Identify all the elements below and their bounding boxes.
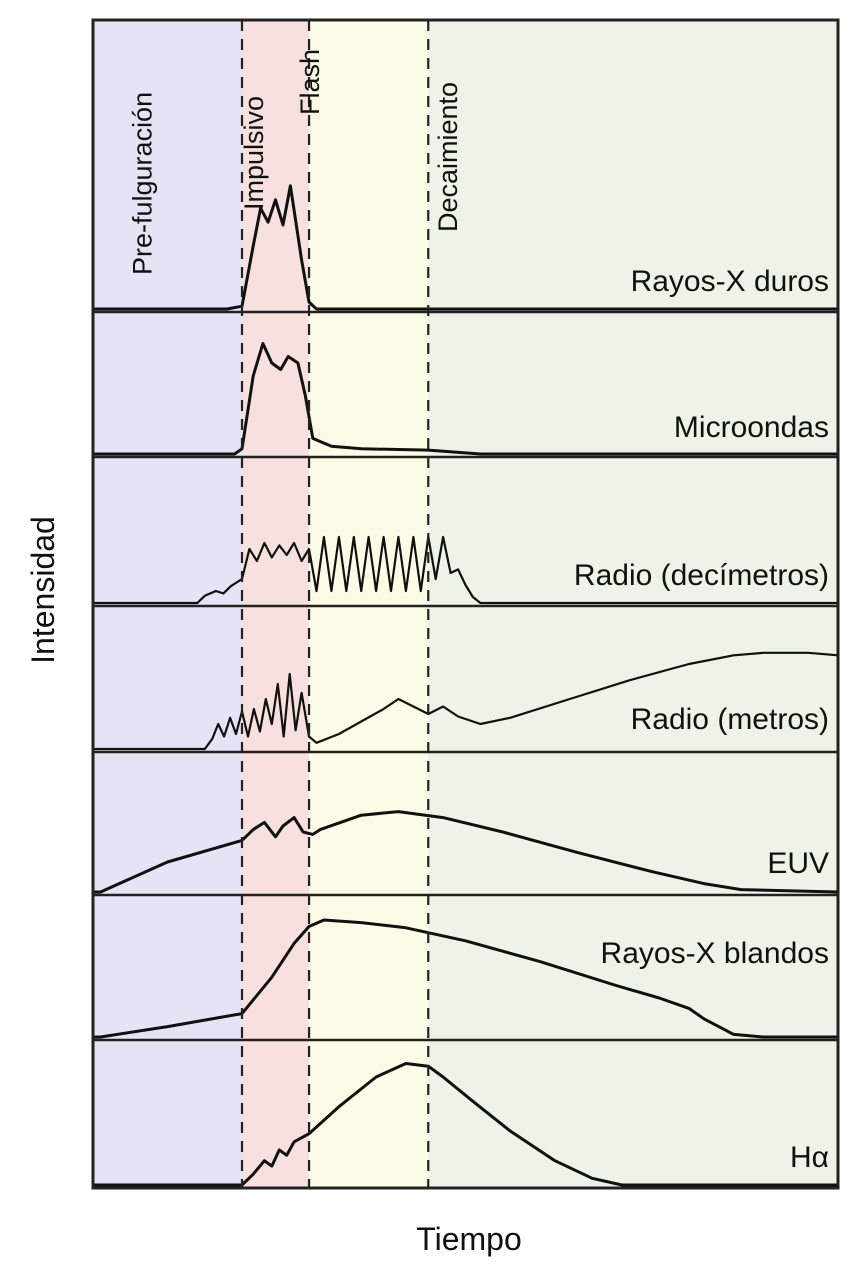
band-label-1: Rayos-X duros bbox=[631, 265, 829, 298]
band-label-6: Rayos-X blandos bbox=[601, 937, 829, 970]
series-line-5 bbox=[91, 810, 840, 894]
phase-label-2: Impulsivo bbox=[239, 96, 269, 210]
band-label-5: EUV bbox=[767, 847, 829, 880]
series-line-2 bbox=[91, 342, 840, 456]
band-label-4: Radio (metros) bbox=[631, 703, 829, 736]
series-line-7 bbox=[91, 1062, 840, 1187]
phase-region-2 bbox=[242, 20, 310, 1188]
plot-frame bbox=[91, 18, 840, 1190]
y-axis-label: Intensidad bbox=[25, 516, 61, 664]
band-separators bbox=[93, 310, 838, 1042]
series-line-4 bbox=[93, 651, 839, 751]
band-label-7: Hα bbox=[790, 1141, 829, 1174]
band-label-2: Microondas bbox=[674, 411, 829, 444]
phase-region-3 bbox=[309, 20, 429, 1188]
phase-label-4: Decaimiento bbox=[433, 82, 463, 232]
x-axis-label: Tiempo bbox=[416, 1221, 522, 1257]
band-label-3: Radio (decímetros) bbox=[574, 559, 829, 592]
emission-traces bbox=[91, 184, 840, 1187]
phase-label-1: Pre-fulguración bbox=[127, 92, 157, 275]
series-line-3 bbox=[93, 535, 838, 605]
phase-label-3: Flash bbox=[295, 49, 325, 115]
band-labels: Rayos-X duros Microondas Radio (decímetros… bbox=[574, 265, 829, 1174]
phase-boundary-lines bbox=[240, 20, 430, 1188]
phase-labels: Pre-fulguración Impulsivo Flash Decaimiento bbox=[127, 49, 463, 275]
